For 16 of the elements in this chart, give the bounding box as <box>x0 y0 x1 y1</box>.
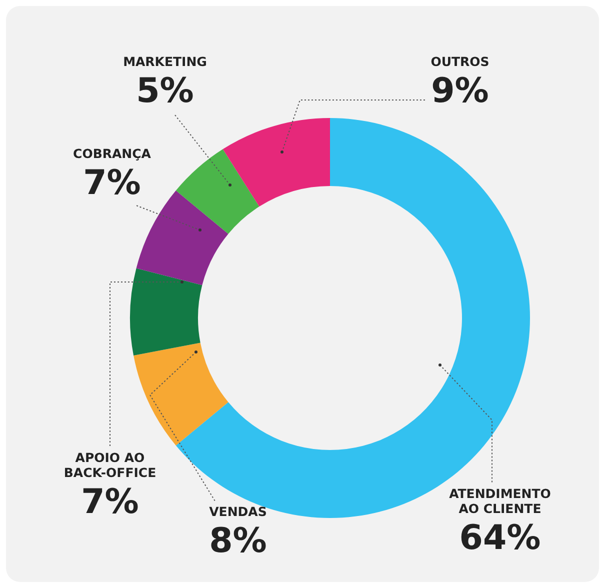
data-label: 64% <box>459 518 541 558</box>
slice-label: COBRANÇA <box>73 146 152 161</box>
data-label: 8% <box>209 521 267 561</box>
slice-label: ATENDIMENTO AO CLIENTE <box>449 486 551 516</box>
donut-slice <box>130 268 202 356</box>
data-label: 5% <box>136 71 194 111</box>
slice-label: VENDAS <box>209 504 267 519</box>
data-label: 9% <box>431 71 489 111</box>
donut-slice <box>134 342 228 446</box>
data-label: 7% <box>83 163 141 203</box>
slice-label: MARKETING <box>123 54 207 69</box>
data-label: 7% <box>81 482 139 522</box>
slice-label: APOIO AO BACK-OFFICE <box>64 450 156 480</box>
donut-slice <box>176 149 260 234</box>
slice-label: OUTROS <box>430 54 490 69</box>
donut-slice <box>222 118 330 207</box>
